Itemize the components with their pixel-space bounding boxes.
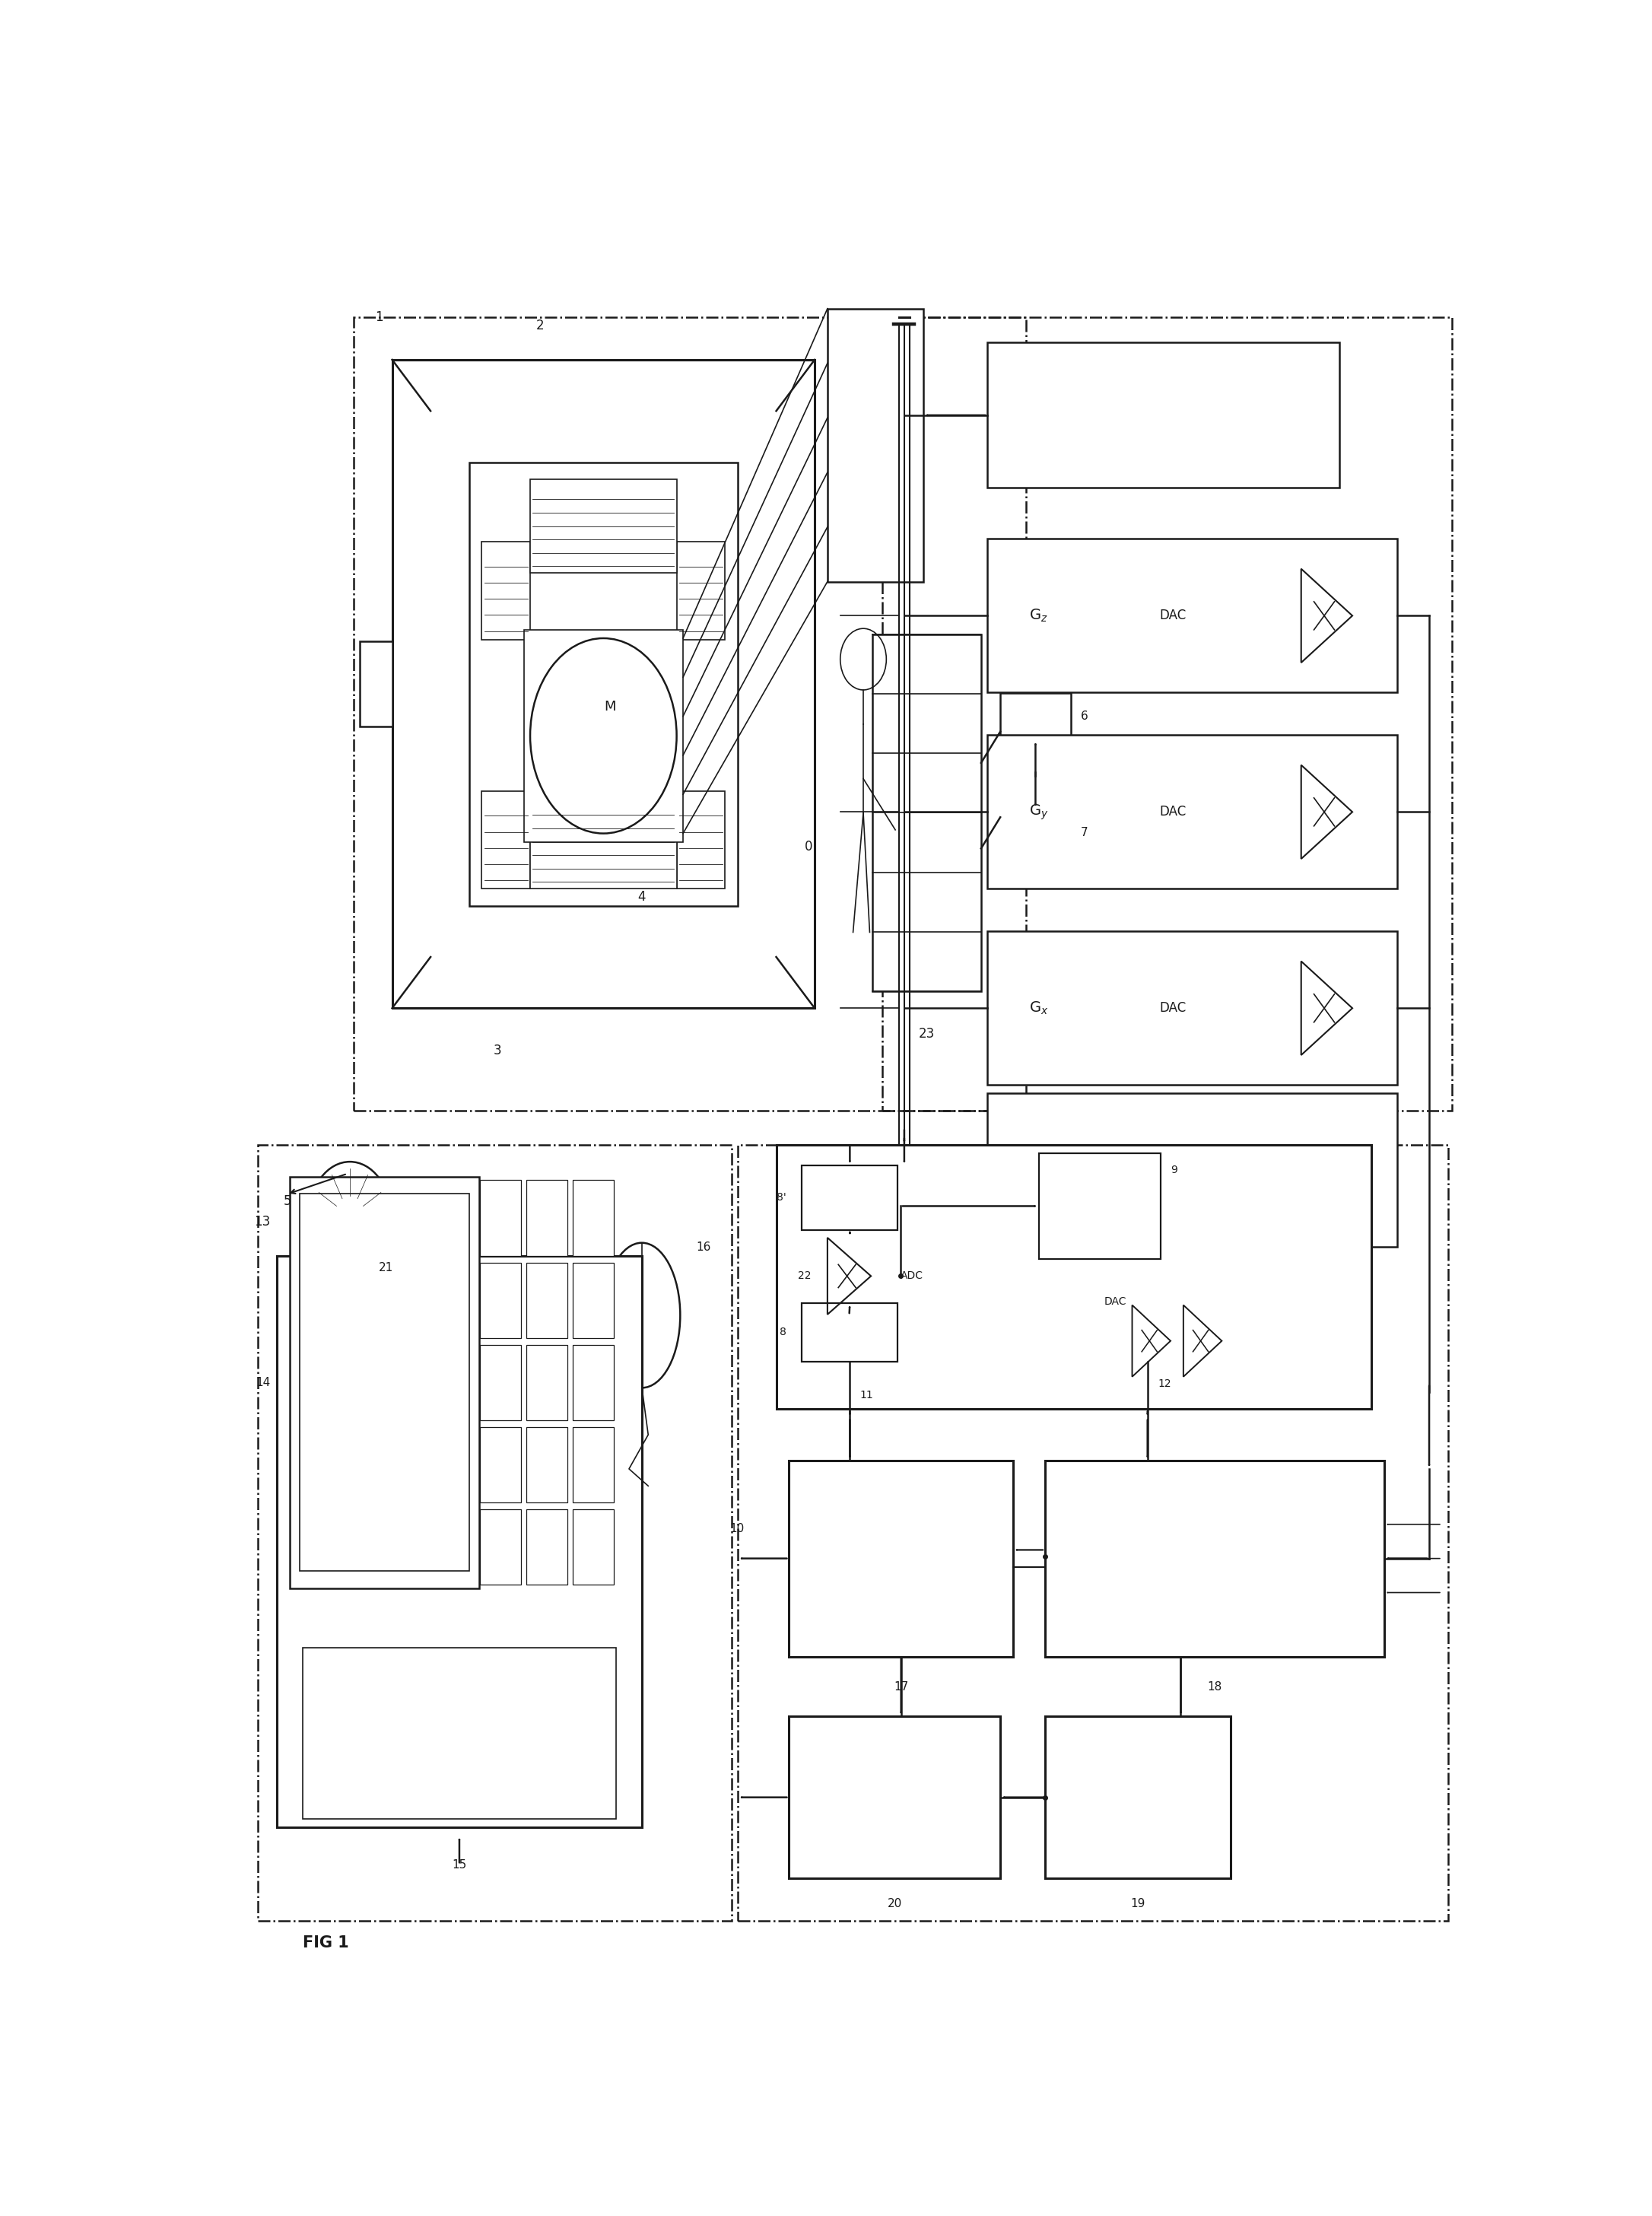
Bar (530, 796, 677, 889)
Bar (882, 317, 1452, 1110)
Text: 11: 11 (861, 1389, 874, 1401)
Text: 16: 16 (695, 1241, 710, 1252)
Bar (527, 1181, 568, 1256)
Bar (527, 1427, 568, 1502)
Text: 4: 4 (638, 891, 646, 904)
Text: 5: 5 (282, 1194, 291, 1208)
Text: 14: 14 (256, 1376, 271, 1387)
Text: 13: 13 (254, 1214, 269, 1228)
Bar (836, 319, 915, 572)
Bar (988, 343, 1340, 488)
Text: DAC: DAC (1104, 1296, 1127, 1307)
Bar (278, 1256, 641, 1828)
Text: G$_z$: G$_z$ (1029, 607, 1047, 625)
Bar (481, 1345, 522, 1420)
Bar (527, 1345, 568, 1420)
Text: ADC: ADC (900, 1270, 923, 1281)
Text: 20: 20 (887, 1899, 902, 1910)
Bar (392, 359, 814, 1008)
Text: G$_x$: G$_x$ (1029, 999, 1049, 1017)
Bar (573, 1509, 613, 1584)
Bar (988, 1092, 1398, 1248)
Bar (1039, 1152, 1160, 1259)
Bar (801, 1303, 899, 1361)
Bar (573, 1427, 613, 1502)
Text: FIG 1: FIG 1 (302, 1935, 349, 1950)
Bar (481, 1427, 522, 1502)
Text: 2: 2 (535, 319, 544, 332)
Text: 7: 7 (1080, 827, 1089, 838)
Bar (1046, 1460, 1384, 1658)
Text: M: M (605, 700, 616, 714)
Bar (1001, 778, 1070, 855)
Bar (527, 1263, 568, 1338)
Bar (482, 543, 530, 640)
Bar (988, 931, 1398, 1086)
Bar (481, 1509, 522, 1584)
Text: G$_y$: G$_y$ (1029, 802, 1049, 822)
Bar (481, 1181, 522, 1256)
Text: 3: 3 (494, 1044, 502, 1057)
Text: 15: 15 (453, 1859, 466, 1870)
Text: 19: 19 (1130, 1899, 1145, 1910)
Text: 18: 18 (1208, 1682, 1222, 1693)
Bar (1046, 1715, 1231, 1879)
Text: DAC: DAC (1160, 609, 1186, 623)
Bar (258, 1146, 732, 1921)
Bar (828, 308, 923, 581)
Text: 23: 23 (919, 1026, 935, 1042)
Text: 10: 10 (730, 1522, 743, 1533)
Bar (527, 1509, 568, 1584)
Bar (872, 634, 981, 991)
Text: 8: 8 (780, 1327, 786, 1338)
Bar (524, 629, 682, 842)
Bar (790, 1460, 1013, 1658)
Text: DAC: DAC (1160, 1002, 1186, 1015)
Bar (776, 1146, 1371, 1409)
Bar (1001, 694, 1070, 769)
Text: 12: 12 (1158, 1378, 1171, 1389)
Bar (790, 1715, 1001, 1879)
Bar (289, 1177, 479, 1589)
Bar (677, 791, 725, 889)
Bar (738, 1146, 1449, 1921)
Text: 1: 1 (375, 310, 383, 324)
Bar (354, 317, 1026, 1110)
Text: 21: 21 (378, 1261, 393, 1274)
Bar (360, 640, 392, 727)
Bar (573, 1345, 613, 1420)
Bar (302, 1649, 616, 1819)
Bar (530, 479, 677, 574)
Bar (482, 791, 530, 889)
Bar (988, 736, 1398, 889)
Text: 6: 6 (1080, 711, 1089, 722)
Text: 9: 9 (1171, 1166, 1178, 1177)
Bar (801, 1166, 899, 1230)
Text: 22: 22 (798, 1270, 811, 1281)
Text: 0: 0 (805, 840, 813, 853)
Bar (301, 1194, 469, 1571)
Text: 8': 8' (776, 1192, 786, 1203)
Text: 17: 17 (894, 1682, 909, 1693)
Bar (481, 1263, 522, 1338)
Text: DAC: DAC (1160, 804, 1186, 818)
Bar (573, 1263, 613, 1338)
Bar (677, 543, 725, 640)
Bar (573, 1181, 613, 1256)
Bar (469, 463, 738, 906)
Bar (988, 538, 1398, 691)
